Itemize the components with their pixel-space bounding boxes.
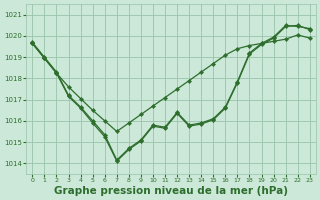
X-axis label: Graphe pression niveau de la mer (hPa): Graphe pression niveau de la mer (hPa) — [54, 186, 288, 196]
